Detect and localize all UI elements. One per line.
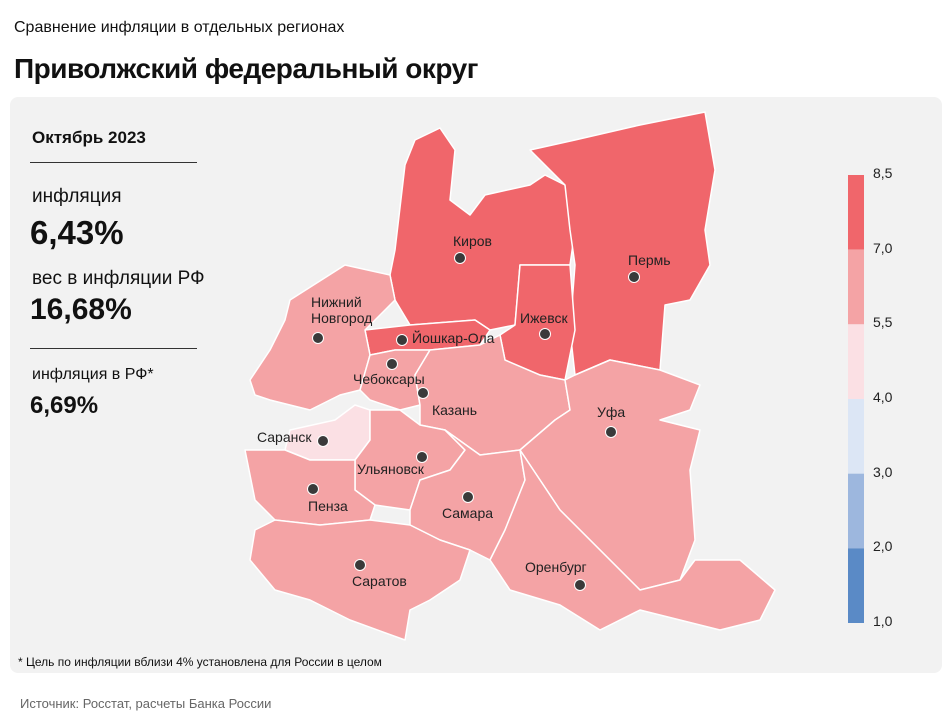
legend-tick-label: 7,0 (873, 239, 893, 256)
legend-bin (848, 548, 864, 623)
city-label: Оренбург (525, 559, 587, 575)
city-label: Киров (453, 233, 492, 249)
city-label: Саратов (352, 573, 407, 589)
city-dot (307, 483, 319, 495)
source: Источник: Росстат, расчеты Банка России (20, 696, 272, 711)
city-dot (454, 252, 466, 264)
city-label: Ижевск (520, 310, 568, 326)
legend-bin (848, 324, 864, 399)
legend-bin (848, 473, 864, 549)
legend-bin (848, 399, 864, 474)
city-dot (605, 426, 617, 438)
rf-label: инфляция в РФ* (32, 366, 154, 383)
city-label: Чебоксары (353, 371, 425, 387)
inflation-label: инфляция (32, 186, 122, 207)
rf-value: 6,69% (30, 392, 99, 419)
region-orenburg (489, 449, 776, 631)
city-label: Пенза (308, 498, 348, 514)
city-dot (312, 332, 324, 344)
weight-value: 16,68% (30, 293, 132, 326)
divider (30, 348, 197, 349)
legend-tick-label: 2,0 (873, 538, 893, 555)
city-dot (417, 387, 429, 399)
legend-tick-label: 4,0 (873, 389, 893, 405)
city-label: Саранск (257, 429, 312, 445)
footnote: * Цель по инфляции вблизи 4% установлена… (18, 655, 382, 669)
period: Октябрь 2023 (32, 128, 146, 147)
city-label: Уфа (597, 404, 626, 420)
city-label: Самара (442, 505, 494, 521)
legend-tick-label: 3,0 (873, 463, 893, 480)
city-dot (317, 435, 329, 447)
region-saratov (249, 519, 471, 641)
divider (30, 162, 197, 163)
legend-tick-label: 5,5 (873, 314, 893, 331)
city-label: Ульяновск (357, 461, 424, 477)
legend-bin (848, 175, 864, 250)
legend-tick-label: 8,5 (873, 165, 893, 181)
city-label: Казань (432, 402, 478, 418)
city-label: Пермь (628, 252, 671, 268)
subtitle: Сравнение инфляции в отдельных регионах (14, 19, 345, 36)
weight-label: вес в инфляции РФ (32, 268, 205, 289)
legend-bin (848, 249, 864, 325)
city-dot (354, 559, 366, 571)
region-perm (529, 111, 716, 376)
legend-tick-label: 1,0 (873, 613, 893, 629)
inflation-value: 6,43% (30, 214, 124, 251)
title: Приволжский федеральный округ (14, 53, 478, 84)
city-dot (462, 491, 474, 503)
city-dot (396, 334, 408, 346)
city-label: Йошкар-Ола (412, 330, 495, 346)
city-dot (574, 579, 586, 591)
city-dot (416, 451, 428, 463)
city-dot (386, 358, 398, 370)
city-label: Нижний Новгород (311, 294, 373, 326)
city-dot (539, 328, 551, 340)
city-dot (628, 271, 640, 283)
